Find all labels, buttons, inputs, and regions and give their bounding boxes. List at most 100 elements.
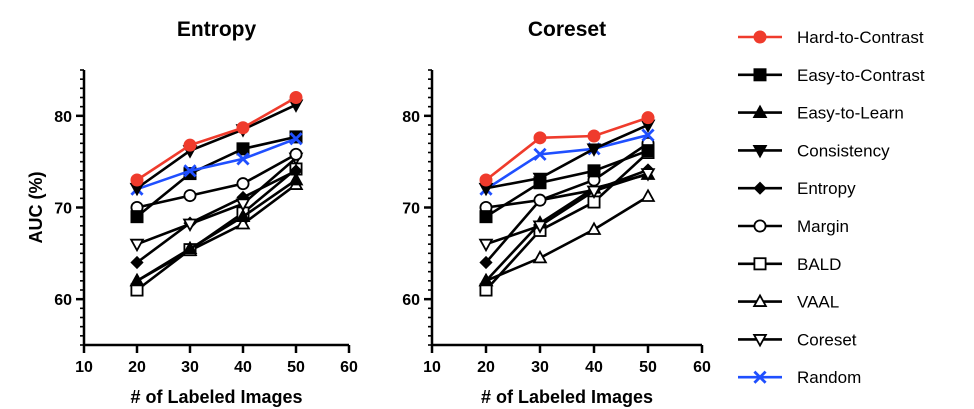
legend-label: Coreset <box>797 330 857 349</box>
chart-1-point-random <box>289 132 303 146</box>
legend-label: Easy-to-Learn <box>797 104 904 123</box>
chart-2-x-tick-label: 20 <box>477 359 495 376</box>
chart-1-point-vaal <box>235 215 251 230</box>
chart-1-point-margin <box>236 177 250 191</box>
chart-2-point-easy-to-contrast <box>641 144 655 158</box>
legend-item-easy-to-contrast: Easy-to-Contrast <box>738 66 925 85</box>
chart-1-x-tick-label: 60 <box>340 359 358 376</box>
chart-1-x-tick-label: 20 <box>128 359 146 376</box>
chart-2-y-tick-label: 70 <box>402 201 420 218</box>
chart-2-y-tick-label: 80 <box>402 109 420 126</box>
chart-2-line-entropy <box>485 168 649 264</box>
chart-2-x-tick-label: 50 <box>639 359 657 376</box>
chart-2-point-coreset <box>532 220 548 234</box>
chart-1-point-entropy <box>289 164 303 178</box>
chart-2-point-easy-to-contrast <box>587 164 601 178</box>
chart-2-line-hard-to-contrast <box>485 116 649 182</box>
legend-marker-hard-to-contrast <box>753 30 767 44</box>
legend-item-easy-to-learn: Easy-to-Learn <box>738 104 904 123</box>
chart-1-line-entropy <box>136 169 297 264</box>
legend-marker-vaal <box>752 293 768 307</box>
chart-1-point-hard-to-contrast <box>183 138 197 152</box>
chart-1: Entropy 60 70 80 10 20 30 40 50 60 # of Labeled Im… <box>26 18 358 407</box>
chart-1-point-margin <box>289 147 303 161</box>
legend-label: Entropy <box>797 179 856 198</box>
chart-1-point-hard-to-contrast <box>130 173 144 187</box>
chart-1-point-easy-to-learn <box>129 272 145 287</box>
chart-2-x-tick-label: 60 <box>693 359 711 376</box>
legend-item-coreset: Coreset <box>738 330 857 349</box>
chart-2-point-consistency <box>586 143 602 157</box>
chart-2-x-label: # of Labeled Images <box>481 387 653 407</box>
chart-2-point-random <box>533 147 547 161</box>
chart-2-point-hard-to-contrast <box>479 173 493 187</box>
chart-1-x-tick-label: 10 <box>75 359 93 376</box>
chart-2: Coreset 60 70 80 10 20 30 40 50 60 # of Labeled Im… <box>402 18 711 407</box>
legend-label: Margin <box>797 217 849 236</box>
chart-1-line-margin <box>136 153 297 209</box>
legend-item-margin: Margin <box>738 217 849 236</box>
chart-1-point-random <box>236 152 250 166</box>
legend-marker-entropy <box>753 181 767 195</box>
chart-1-x-tick-label: 30 <box>181 359 199 376</box>
chart-2-point-easy-to-contrast <box>479 210 493 224</box>
chart-1-x-label: # of Labeled Images <box>130 387 302 407</box>
chart-1-y-tick-label: 70 <box>54 201 72 218</box>
chart-1-line-hard-to-contrast <box>136 96 297 182</box>
chart-1-line-coreset <box>136 157 297 246</box>
chart-1-point-easy-to-learn <box>235 208 251 223</box>
chart-2-point-vaal <box>586 221 602 235</box>
chart-1-line-easy-to-learn <box>136 178 297 282</box>
chart-2-y-tick-label: 60 <box>402 292 420 309</box>
chart-1-point-hard-to-contrast <box>236 121 250 135</box>
chart-2-point-hard-to-contrast <box>587 129 601 143</box>
chart-2-line-vaal <box>485 195 649 283</box>
chart-1-point-entropy <box>130 255 144 270</box>
chart-1-point-coreset <box>235 198 251 212</box>
chart-2-series-coreset <box>478 168 656 253</box>
chart-2-line-coreset <box>485 172 649 246</box>
chart-1-series-hard-to-contrast <box>130 91 303 187</box>
chart-1-point-easy-to-contrast <box>130 210 144 224</box>
chart-2-line-easy-to-contrast <box>485 149 649 218</box>
chart-2-line-consistency <box>485 123 649 190</box>
legend: Hard-to-Contrast Easy-to-Contrast Easy-to-… <box>738 28 925 387</box>
chart-2-line-bald <box>485 151 649 291</box>
chart-2-title: Coreset <box>528 18 606 41</box>
legend-item-vaal: VAAL <box>738 293 839 312</box>
chart-2-line-random <box>485 133 649 191</box>
chart-2-point-vaal <box>640 188 656 202</box>
chart-2-point-coreset <box>640 168 656 182</box>
chart-1-line-random <box>136 137 297 191</box>
legend-marker-coreset <box>752 334 768 348</box>
legend-item-entropy: Entropy <box>738 179 856 198</box>
chart-1-point-margin <box>183 189 197 203</box>
legend-marker-bald <box>753 257 767 271</box>
chart-1-point-easy-to-contrast <box>236 142 250 156</box>
chart-2-point-hard-to-contrast <box>533 131 547 145</box>
chart-1-y-tick-label: 60 <box>54 292 72 309</box>
chart-2-x-tick-label: 40 <box>585 359 603 376</box>
chart-2-point-vaal <box>532 249 548 264</box>
chart-1-line-bald <box>136 167 297 292</box>
chart-1-title: Entropy <box>177 18 257 41</box>
chart-1-x-tick-label: 40 <box>234 359 252 376</box>
chart-1-point-easy-to-learn <box>182 240 198 255</box>
chart-2-point-entropy <box>479 255 493 270</box>
legend-item-bald: BALD <box>738 255 841 274</box>
legend-marker-easy-to-learn <box>752 104 768 118</box>
chart-2-point-hard-to-contrast <box>641 111 655 125</box>
chart-1-line-easy-to-contrast <box>136 135 297 218</box>
legend-item-hard-to-contrast: Hard-to-Contrast <box>738 28 924 47</box>
charts: Entropy 60 70 80 10 20 30 40 50 60 # of Labeled Im… <box>26 18 711 407</box>
legend-marker-consistency <box>752 145 768 159</box>
chart-1-point-coreset <box>129 238 145 253</box>
chart-2-x-tick-label: 30 <box>531 359 549 376</box>
chart-1-point-hard-to-contrast <box>289 91 303 105</box>
legend-label: Hard-to-Contrast <box>797 28 924 47</box>
chart-2-x-tick-label: 10 <box>423 359 441 376</box>
chart-1-point-easy-to-learn <box>288 171 304 186</box>
chart-2-point-random <box>641 128 655 142</box>
chart-1-point-coreset <box>182 218 198 233</box>
